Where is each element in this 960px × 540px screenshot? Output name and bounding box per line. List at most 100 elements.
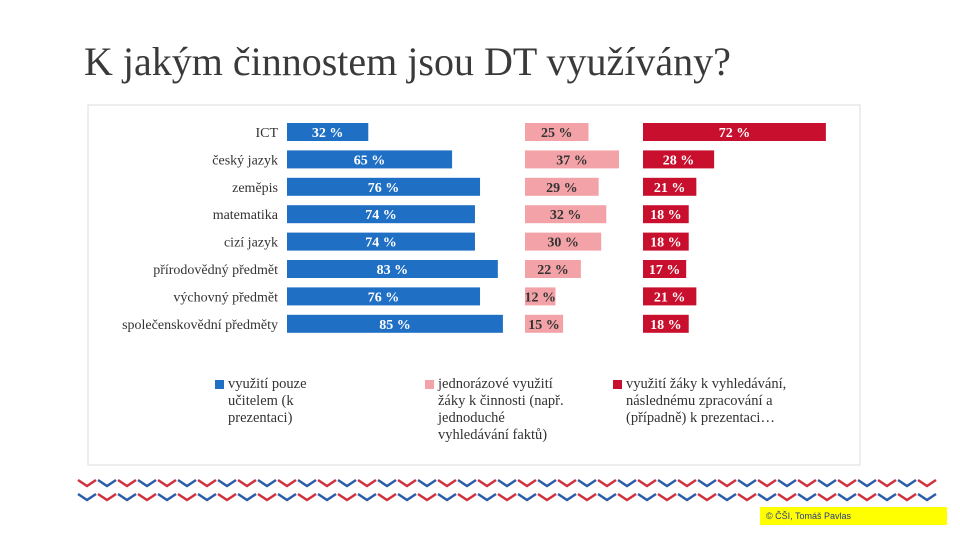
- decoration: [857, 492, 877, 502]
- decoration: [397, 492, 417, 502]
- value-label: 76 %: [368, 290, 400, 305]
- decoration: [497, 478, 517, 488]
- decoration: [897, 492, 917, 502]
- decoration: [617, 492, 637, 502]
- value-label: 21 %: [654, 181, 686, 196]
- bar: [287, 314, 503, 333]
- bar: [287, 205, 475, 224]
- decoration: [277, 492, 297, 502]
- decoration: [837, 492, 857, 502]
- decoration: [857, 478, 877, 488]
- value-label: 17 %: [649, 263, 681, 278]
- decoration: [657, 478, 677, 488]
- decoration: [177, 492, 197, 502]
- decoration: [457, 492, 477, 502]
- decoration: [297, 478, 317, 488]
- decoration: [817, 492, 837, 502]
- value-label: 72 %: [719, 126, 751, 141]
- decoration: [677, 478, 697, 488]
- bar: [287, 123, 369, 141]
- decoration: [397, 478, 417, 488]
- decoration: [77, 478, 97, 488]
- decoration: [377, 492, 397, 502]
- decoration: [357, 478, 377, 488]
- decoration: [557, 492, 577, 502]
- decoration: [697, 492, 717, 502]
- decoration: [217, 492, 237, 502]
- value-label: 22 %: [537, 263, 569, 278]
- decoration: [497, 492, 517, 502]
- decoration: [877, 492, 897, 502]
- decoration: [717, 478, 737, 488]
- decoration: [437, 492, 457, 502]
- decoration: [777, 478, 797, 488]
- bar: [643, 123, 826, 141]
- value-label: 32 %: [312, 126, 344, 141]
- bar: [643, 177, 697, 196]
- legend-swatch: [425, 380, 434, 389]
- decoration: [757, 478, 777, 488]
- decoration: [177, 478, 197, 488]
- decoration: [437, 478, 457, 488]
- value-label: 18 %: [650, 318, 682, 333]
- bar: [643, 260, 687, 278]
- decoration: [597, 492, 617, 502]
- decoration: [257, 478, 277, 488]
- bar: [525, 314, 564, 333]
- value-label: 18 %: [650, 236, 682, 251]
- decoration: [517, 492, 537, 502]
- bar: [287, 260, 498, 278]
- decoration: [277, 478, 297, 488]
- bar: [525, 232, 602, 251]
- decoration: [657, 492, 677, 502]
- bar: [525, 260, 581, 278]
- decoration: [137, 478, 157, 488]
- decoration: [717, 492, 737, 502]
- bar: [525, 177, 599, 196]
- decoration: [477, 492, 497, 502]
- value-label: 29 %: [546, 181, 578, 196]
- decoration: [377, 478, 397, 488]
- category-label: přírodovědný předmět: [153, 263, 278, 278]
- decoration: [417, 478, 437, 488]
- value-label: 65 %: [354, 153, 386, 168]
- legend-label: využití žáky k vyhledávání, následnému z…: [626, 376, 787, 426]
- legend-swatch: [215, 380, 224, 389]
- decoration: [197, 478, 217, 488]
- decoration: [137, 492, 157, 502]
- bar: [287, 177, 481, 196]
- decoration: [917, 478, 937, 488]
- bar: [643, 287, 697, 306]
- decoration: [237, 478, 257, 488]
- decoration: [97, 478, 117, 488]
- value-label: 37 %: [556, 153, 588, 168]
- decoration: [557, 478, 577, 488]
- bar: [525, 150, 619, 169]
- category-label: společenskovědní předměty: [122, 318, 278, 333]
- decoration: [77, 492, 97, 502]
- value-label: 28 %: [663, 153, 695, 168]
- decoration: [237, 492, 257, 502]
- category-label: cizí jazyk: [224, 236, 278, 251]
- decoration: [117, 478, 137, 488]
- value-label: 74 %: [365, 236, 397, 251]
- decoration: [877, 478, 897, 488]
- category-label: výchovný předmět: [173, 290, 278, 305]
- legend-label: jednorázové využití žáky k činnosti (nap…: [438, 376, 564, 443]
- bar: [525, 123, 589, 141]
- legend-swatch: [613, 380, 622, 389]
- decoration: [197, 492, 217, 502]
- decoration: [737, 492, 757, 502]
- decoration: [97, 492, 117, 502]
- decoration: [217, 478, 237, 488]
- category-label: zeměpis: [232, 181, 278, 196]
- decoration: [637, 492, 657, 502]
- decoration: [617, 478, 637, 488]
- value-label: 18 %: [650, 208, 682, 223]
- decoration: [917, 492, 937, 502]
- slide-title: K jakým činnostem jsou DT využívány?: [84, 39, 731, 84]
- decoration: [317, 478, 337, 488]
- legend-item: využití žáky k vyhledávání, následnému z…: [613, 376, 816, 427]
